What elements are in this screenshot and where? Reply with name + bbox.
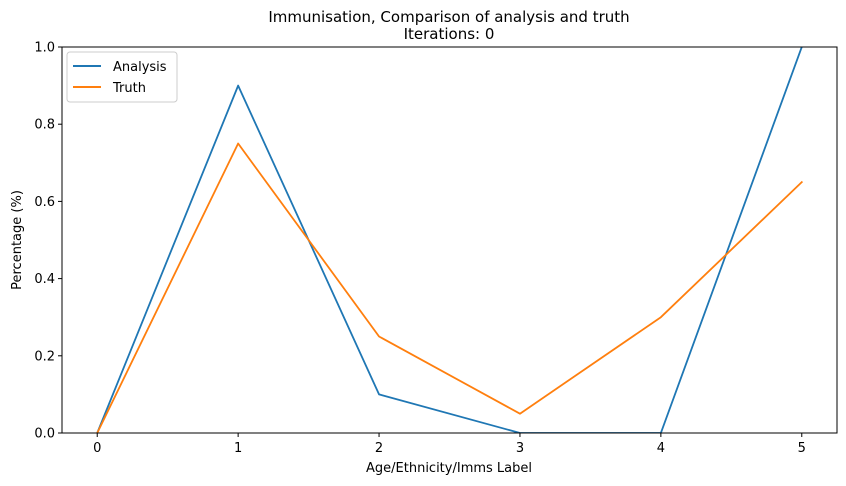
y-tick-label: 0.0 [34,427,55,442]
y-axis-label: Percentage (%) [10,190,25,290]
chart-subtitle: Iterations: 0 [404,25,495,43]
y-tick-label: 0.2 [34,349,55,364]
x-tick-label: 1 [234,441,242,456]
x-tick-label: 0 [93,441,101,456]
y-axis-ticks: 0.0 0.2 0.4 0.6 0.8 1.0 [34,41,62,442]
plot-frame [61,46,838,434]
series-line-analysis [96,47,803,433]
series-line-truth [96,142,804,433]
x-tick-label: 4 [657,441,665,456]
legend-label-truth: Truth [112,81,146,96]
x-tick-label: 2 [375,441,383,456]
y-tick-label: 0.6 [34,195,55,210]
legend-label-analysis: Analysis [113,60,167,75]
legend-box [66,51,178,103]
y-tick-label: 1.0 [34,41,55,56]
series-layer [96,47,804,433]
legend: Analysis Truth [66,51,178,103]
y-tick-label: 0.4 [34,272,55,287]
x-axis-label: Age/Ethnicity/Imms Label [366,461,532,476]
y-tick-label: 0.8 [34,118,55,133]
x-tick-label: 5 [798,441,806,456]
chart-title: Immunisation, Comparison of analysis and… [268,8,629,26]
x-tick-label: 3 [516,441,524,456]
x-axis-ticks: 0 1 2 3 4 5 [93,433,806,456]
